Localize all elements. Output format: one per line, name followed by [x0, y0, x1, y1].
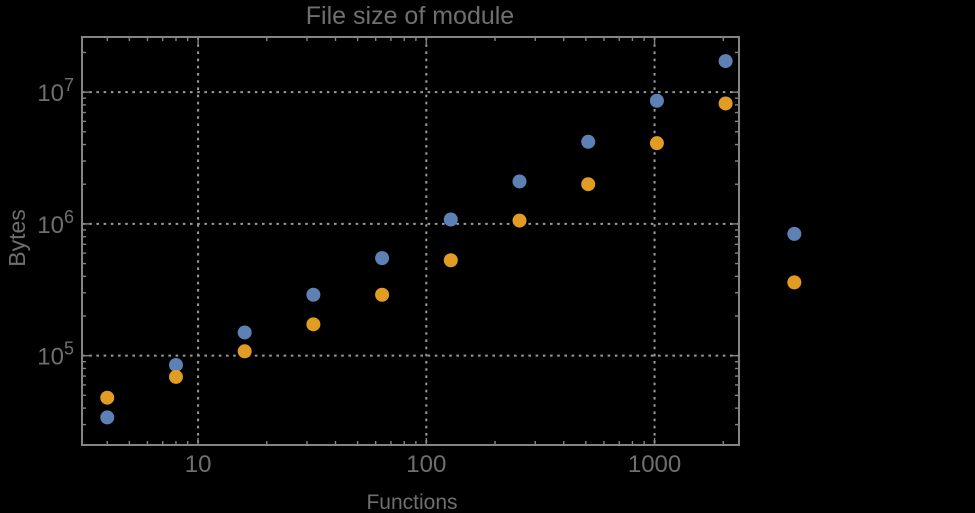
data-point-blue	[237, 325, 252, 340]
y-tick-label: 105	[37, 339, 74, 371]
y-tick-label: 107	[37, 75, 74, 107]
x-axis-label: Functions	[366, 491, 457, 513]
data-point-orange	[237, 344, 252, 359]
data-point-orange	[649, 136, 664, 151]
data-point-blue	[100, 410, 115, 425]
data-point-blue	[375, 251, 390, 266]
data-point-orange	[512, 213, 527, 228]
y-tick-labels: 105 106 107	[37, 75, 74, 371]
data-point-orange	[100, 390, 115, 405]
data-point-orange	[306, 317, 321, 332]
axis-tick-marks	[82, 37, 739, 445]
data-point-orange	[375, 287, 390, 302]
data-point-blue	[512, 174, 527, 189]
x-tick-label: 1000	[628, 451, 681, 478]
gridlines	[82, 37, 739, 445]
series-blue	[100, 54, 802, 425]
data-point-blue	[443, 212, 458, 227]
data-point-orange	[718, 96, 733, 111]
data-point-blue	[581, 134, 596, 149]
data-point-orange	[787, 275, 802, 290]
data-point-orange	[168, 369, 183, 384]
data-point-blue	[649, 93, 664, 108]
data-point-blue	[718, 54, 733, 69]
series-orange	[100, 96, 802, 405]
data-point-orange	[443, 253, 458, 268]
x-tick-label: 100	[406, 451, 446, 478]
x-tick-labels: 10 100 1000	[185, 451, 682, 478]
plot-frame	[81, 36, 740, 446]
data-point-orange	[581, 177, 596, 192]
data-point-blue	[168, 357, 183, 372]
data-point-blue	[787, 226, 802, 241]
y-axis-label: Bytes	[4, 209, 30, 267]
x-tick-label: 10	[185, 451, 212, 478]
y-tick-label: 106	[37, 207, 74, 239]
chart-title: File size of module	[306, 2, 514, 30]
data-points	[100, 54, 802, 425]
data-point-blue	[306, 287, 321, 302]
